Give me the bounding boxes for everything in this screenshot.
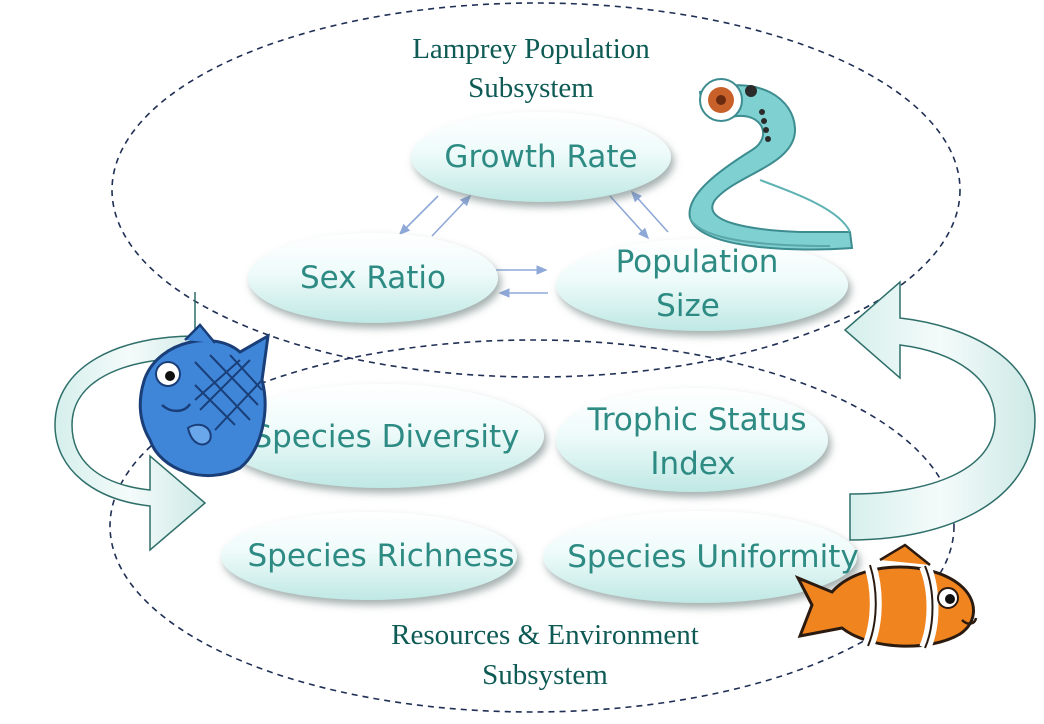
svg-text:Index: Index	[650, 446, 735, 482]
svg-text:Size: Size	[656, 288, 720, 324]
svg-text:Population: Population	[616, 244, 779, 280]
node-species-uniformity: Species Uniformity	[543, 511, 859, 603]
node-growth-rate: Growth Rate	[411, 112, 671, 202]
resources-subsystem-boundary	[109, 339, 955, 713]
node-trophic-status-index: Trophic Status Index	[556, 388, 828, 492]
clownfish-illustration	[794, 543, 978, 651]
resources-subsystem-title-line1: Resources & Environment	[391, 619, 699, 651]
node-sex-ratio: Sex Ratio	[248, 233, 498, 323]
svg-text:Growth Rate: Growth Rate	[444, 139, 637, 175]
arrow-growth-to-pop	[609, 195, 650, 240]
svg-text:Species Richness: Species Richness	[247, 538, 514, 574]
arrow-growth-to-sex	[398, 195, 439, 236]
svg-text:Sex Ratio: Sex Ratio	[300, 260, 446, 296]
feedback-arrow-right	[843, 280, 1036, 541]
lamprey-subsystem-title-line1: Lamprey Population	[412, 33, 650, 65]
resources-subsystem-title-line2: Subsystem	[482, 659, 608, 691]
blue-fish-illustration	[138, 323, 270, 478]
lamprey-subsystem-boundary	[111, 2, 961, 378]
lamprey-subsystem-title-line2: Subsystem	[468, 72, 594, 104]
svg-text:Species Diversity: Species Diversity	[252, 419, 519, 455]
arrow-pop-to-growth	[630, 190, 669, 233]
node-species-diversity: Species Diversity	[220, 384, 544, 488]
node-species-richness: Species Richness	[221, 512, 517, 600]
svg-text:Species Uniformity: Species Uniformity	[567, 539, 859, 575]
node-population-size: Population Size	[556, 239, 848, 331]
svg-text:Trophic Status: Trophic Status	[586, 402, 806, 438]
arrow-sex-to-growth	[431, 194, 472, 237]
lamprey-eel-illustration	[688, 78, 854, 251]
